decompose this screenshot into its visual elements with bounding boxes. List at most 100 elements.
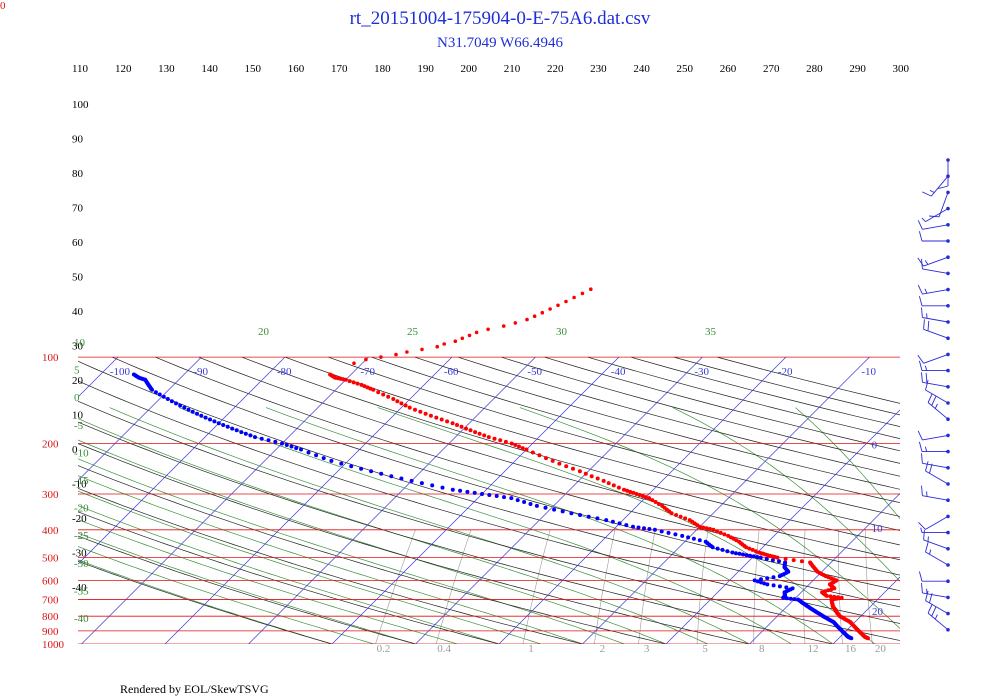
dewpoint-point: [792, 597, 797, 602]
dewpoint-point: [715, 546, 720, 551]
temperature-upper-point: [525, 317, 529, 322]
isotherm-label: -20: [778, 366, 793, 378]
dewpoint-point: [770, 558, 775, 563]
dewpoint-point: [569, 511, 574, 516]
dewpoint-point: [239, 430, 244, 435]
dewpoint-point: [509, 496, 514, 501]
temperature-point: [381, 392, 386, 397]
mixing-ratio-label: 16: [845, 643, 857, 655]
temperature-point: [557, 461, 562, 466]
temperature-point: [606, 481, 611, 486]
temperature-upper-point: [460, 336, 465, 341]
theta-top-label: 260: [720, 63, 737, 75]
moist-left-label: -40: [74, 613, 89, 625]
dewpoint-point: [560, 509, 565, 514]
temperature-point: [571, 466, 575, 471]
dewpoint-point: [221, 423, 226, 427]
wind-barb-staff: [927, 402, 949, 420]
moist-top-label: 20: [258, 326, 270, 338]
wind-barb-feather: [917, 430, 923, 441]
temperature-point: [711, 527, 716, 532]
temperature-point: [828, 594, 833, 599]
wind-barb-feather: [917, 284, 923, 295]
dewpoint-point: [178, 403, 183, 408]
mixing-ratio-label: 12: [807, 643, 818, 655]
wind-barb-staff: [922, 224, 949, 230]
wind-barb-feather: [920, 527, 923, 533]
moist-adiabat-line: [178, 407, 792, 644]
mixing-ratio-lines: [375, 529, 873, 644]
moist-left-label: -30: [74, 558, 89, 570]
temperature-point: [473, 430, 478, 435]
temperature-point: [395, 399, 400, 404]
temperature-point: [622, 487, 626, 492]
theta-left-label: -30: [72, 548, 87, 560]
wind-barb-feather: [929, 189, 935, 193]
dewpoint-series: [131, 372, 854, 641]
mixing-ratio-label: 8: [759, 643, 765, 655]
dewpoint-point: [755, 555, 760, 559]
dewpoint-point: [680, 533, 685, 538]
theta-left-label: 30: [72, 341, 84, 353]
temperature-upper-point: [352, 361, 356, 366]
temperature-point: [328, 372, 333, 377]
dewpoint-point: [216, 421, 221, 426]
temperature-upper-point: [532, 314, 537, 319]
isotherm-label: 20: [872, 606, 884, 618]
isotherm-line: [78, 356, 119, 398]
temperature-point: [589, 474, 594, 479]
dewpoint-point: [552, 507, 557, 512]
dewpoint-point: [169, 399, 174, 404]
temperature-upper-point: [405, 350, 409, 354]
theta-top-label: 270: [763, 63, 780, 75]
wind-barb-feather: [918, 571, 923, 582]
theta-top-label: 230: [590, 63, 607, 75]
dewpoint-point: [790, 586, 795, 591]
temperature-upper-point: [572, 295, 576, 300]
temperature-point: [757, 550, 762, 555]
isotherm-line: [81, 356, 369, 644]
theta-top-label: 220: [547, 63, 564, 75]
dewpoint-point: [369, 469, 374, 474]
isobars: [78, 356, 900, 644]
dewpoint-point: [796, 597, 801, 602]
isotherm-label: -10: [861, 366, 876, 378]
temperature-point: [403, 403, 408, 408]
wind-barb-feather: [921, 485, 923, 496]
pressure-tick-label: 500: [42, 553, 59, 565]
temperature-point: [708, 527, 712, 531]
theta-top-label: 150: [245, 63, 262, 75]
temperature-point: [464, 426, 468, 431]
isotherm-label: -90: [193, 366, 208, 378]
dewpoint-point: [578, 513, 582, 517]
moist-adiabat-line: [78, 458, 625, 644]
wind-barb-feather: [931, 396, 937, 406]
theta-left-label: -20: [72, 513, 87, 525]
temperature-point: [647, 496, 652, 501]
wind-barb-feather: [925, 461, 929, 472]
dewpoint-point: [522, 500, 527, 504]
theta-left-label: 10: [72, 410, 84, 422]
temperature-point: [835, 595, 840, 600]
moist-adiabat-line: [78, 490, 541, 644]
wind-barb-feather: [927, 320, 930, 331]
dewpoint-point: [186, 407, 191, 412]
temperature-point: [423, 411, 428, 416]
wind-barb-feather: [921, 582, 923, 593]
pressure-tick-label: 1000: [42, 639, 65, 651]
temperature-point: [520, 446, 525, 451]
isotherm-line: [749, 493, 900, 644]
isotherm-line: [498, 356, 787, 644]
dewpoint-point: [329, 458, 334, 463]
temperature-point: [799, 559, 804, 564]
temperature-point: [371, 387, 376, 392]
pressure-tick-label: 200: [42, 438, 59, 450]
temperature-point: [595, 476, 600, 481]
dewpoint-point: [666, 530, 671, 535]
dewpoint-point: [299, 447, 303, 452]
pressure-tick-label: 800: [42, 611, 59, 623]
isotherm-line: [0, 357, 34, 644]
dry-adiabat-line: [78, 380, 900, 624]
dewpoint-point: [777, 559, 781, 564]
isotherm-label: 0: [872, 439, 878, 451]
